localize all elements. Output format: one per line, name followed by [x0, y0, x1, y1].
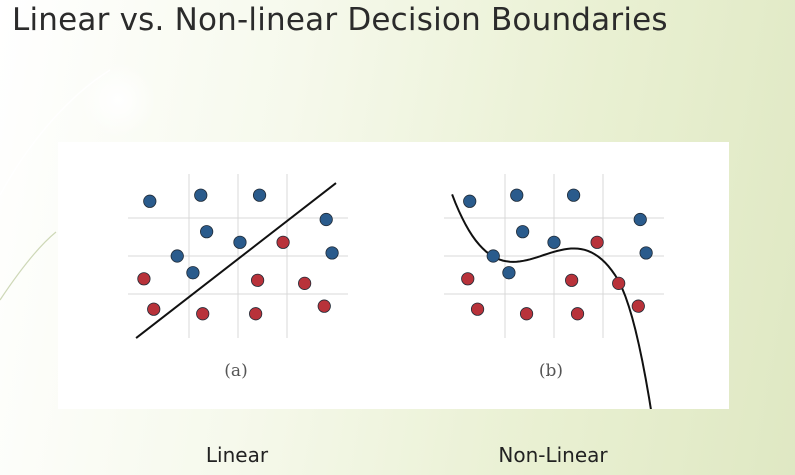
- data-point-blue: [252, 188, 267, 202]
- data-point-red: [276, 235, 290, 249]
- data-point-red: [461, 272, 475, 286]
- data-point-red: [196, 307, 210, 321]
- data-point-red: [519, 307, 534, 321]
- data-point-red: [612, 276, 626, 290]
- data-point-blue: [633, 212, 647, 227]
- data-point-red: [147, 302, 161, 316]
- label-nonlinear: Non-Linear: [498, 443, 608, 467]
- data-point-blue: [547, 235, 561, 249]
- data-point-blue: [325, 246, 339, 260]
- decision-boundary-line: [135, 182, 337, 339]
- data-point-blue: [463, 194, 477, 208]
- data-point-blue: [143, 194, 157, 208]
- data-point-red: [317, 299, 331, 313]
- caption-b: (b): [539, 361, 563, 381]
- data-point-blue: [566, 188, 581, 202]
- data-point-red: [137, 272, 151, 286]
- data-point-blue: [486, 249, 500, 263]
- data-point-red: [570, 307, 585, 321]
- data-point-blue: [639, 246, 653, 260]
- label-linear: Linear: [205, 443, 269, 467]
- data-point-red: [590, 235, 604, 249]
- figure-canvas: (a) (b): [128, 174, 664, 409]
- slide-title: Linear vs. Non-linear Decision Boundarie…: [12, 2, 668, 38]
- data-point-blue: [510, 188, 524, 202]
- caption-a: (a): [224, 361, 247, 381]
- data-point-red: [249, 307, 263, 321]
- figure-card: (a) (b): [58, 142, 729, 409]
- data-point-blue: [502, 266, 516, 280]
- data-point-blue: [170, 249, 184, 263]
- data-point-blue: [200, 225, 214, 239]
- data-point-blue: [194, 188, 208, 202]
- data-point-red: [565, 273, 579, 287]
- data-point-blue: [186, 266, 200, 280]
- data-point-red: [631, 299, 645, 313]
- data-point-red: [470, 302, 485, 316]
- data-point-blue: [516, 225, 530, 239]
- data-point-blue: [233, 235, 247, 249]
- panel-nonlinear: [444, 174, 664, 409]
- data-point-red: [298, 276, 312, 290]
- data-point-blue: [319, 212, 333, 227]
- panel-linear: [128, 174, 348, 339]
- data-point-red: [251, 273, 265, 287]
